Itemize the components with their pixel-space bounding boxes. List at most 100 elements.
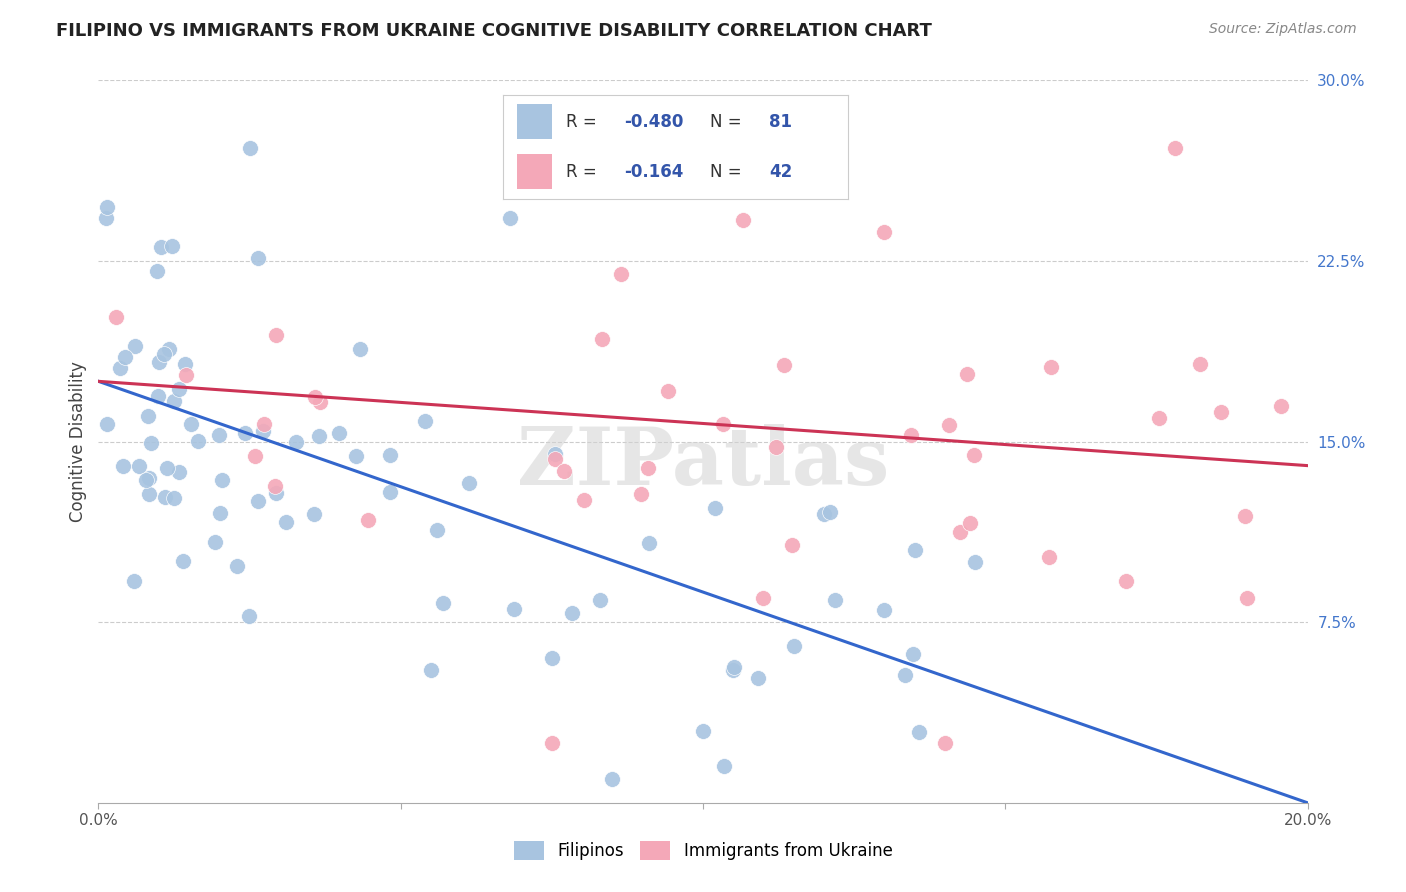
Point — [349, 342, 371, 356]
Point — [733, 213, 755, 227]
Text: FILIPINO VS IMMIGRANTS FROM UKRAINE COGNITIVE DISABILITY CORRELATION CHART: FILIPINO VS IMMIGRANTS FROM UKRAINE COGN… — [56, 22, 932, 40]
Point — [225, 559, 247, 574]
Point — [657, 384, 679, 399]
Point — [112, 458, 135, 473]
Point — [900, 428, 922, 442]
Point — [1040, 360, 1063, 375]
Point — [105, 310, 128, 324]
Point — [187, 434, 209, 448]
Point — [638, 536, 661, 550]
Point — [155, 490, 177, 504]
Point — [253, 417, 276, 431]
Point — [956, 368, 979, 382]
Point — [540, 735, 562, 749]
Point — [901, 648, 924, 662]
Point — [747, 671, 769, 685]
Point — [122, 574, 145, 589]
Point — [285, 434, 308, 449]
Point — [765, 440, 787, 454]
Point — [1236, 591, 1258, 605]
Point — [145, 264, 167, 278]
Point — [544, 447, 567, 461]
Point — [1038, 550, 1060, 565]
Point — [156, 461, 179, 475]
Text: Source: ZipAtlas.com: Source: ZipAtlas.com — [1209, 22, 1357, 37]
Point — [963, 449, 986, 463]
Point — [308, 429, 330, 443]
Point — [873, 603, 896, 617]
Point — [138, 470, 160, 484]
Point — [589, 593, 612, 607]
Point — [378, 448, 401, 462]
Legend: Filipinos, Immigrants from Ukraine: Filipinos, Immigrants from Ukraine — [508, 835, 898, 867]
Point — [153, 347, 176, 361]
Point — [163, 491, 186, 505]
Point — [264, 485, 287, 500]
Point — [637, 461, 659, 475]
Point — [180, 417, 202, 431]
Point — [139, 436, 162, 450]
Point — [818, 505, 841, 519]
Point — [96, 200, 118, 214]
Point — [692, 723, 714, 738]
Point — [94, 211, 117, 225]
Point — [723, 664, 745, 678]
Point — [96, 417, 118, 432]
Point — [1163, 141, 1185, 155]
Point — [959, 516, 981, 531]
Point — [873, 225, 896, 239]
Point — [356, 513, 378, 527]
Point — [949, 525, 972, 540]
Point — [309, 395, 332, 409]
Point — [157, 343, 180, 357]
Point — [752, 591, 775, 605]
Point — [713, 759, 735, 773]
Point — [246, 494, 269, 508]
Point — [1115, 574, 1137, 589]
Point — [160, 239, 183, 253]
Point — [574, 493, 596, 508]
Point — [208, 428, 231, 442]
Point — [432, 596, 454, 610]
Point — [723, 660, 745, 674]
Point — [167, 382, 190, 396]
Point — [114, 350, 136, 364]
Point — [163, 394, 186, 409]
Point — [938, 418, 960, 433]
Point — [630, 487, 652, 501]
Point — [176, 368, 198, 382]
Point — [108, 361, 131, 376]
Point — [150, 240, 173, 254]
Y-axis label: Cognitive Disability: Cognitive Disability — [69, 361, 87, 522]
Point — [211, 473, 233, 487]
Point — [209, 506, 232, 520]
Point — [204, 535, 226, 549]
Point — [934, 735, 956, 749]
Point — [304, 507, 326, 521]
Point — [783, 639, 806, 653]
Point — [167, 466, 190, 480]
Point — [498, 211, 520, 225]
Point — [904, 542, 927, 557]
Point — [711, 417, 734, 431]
Point — [420, 664, 443, 678]
Point — [138, 487, 160, 501]
Point — [148, 355, 170, 369]
Point — [540, 651, 562, 665]
Point — [304, 391, 326, 405]
Point — [239, 141, 262, 155]
Point — [1234, 508, 1257, 523]
Point — [243, 449, 266, 463]
Point — [553, 464, 575, 478]
Point — [543, 452, 565, 467]
Point — [908, 724, 931, 739]
Point — [378, 485, 401, 500]
Point — [1270, 399, 1292, 413]
Point — [252, 424, 274, 438]
Point — [128, 458, 150, 473]
Point — [413, 414, 436, 428]
Point — [246, 251, 269, 265]
Point — [276, 515, 298, 529]
Point — [1209, 405, 1232, 419]
Point — [703, 500, 725, 515]
